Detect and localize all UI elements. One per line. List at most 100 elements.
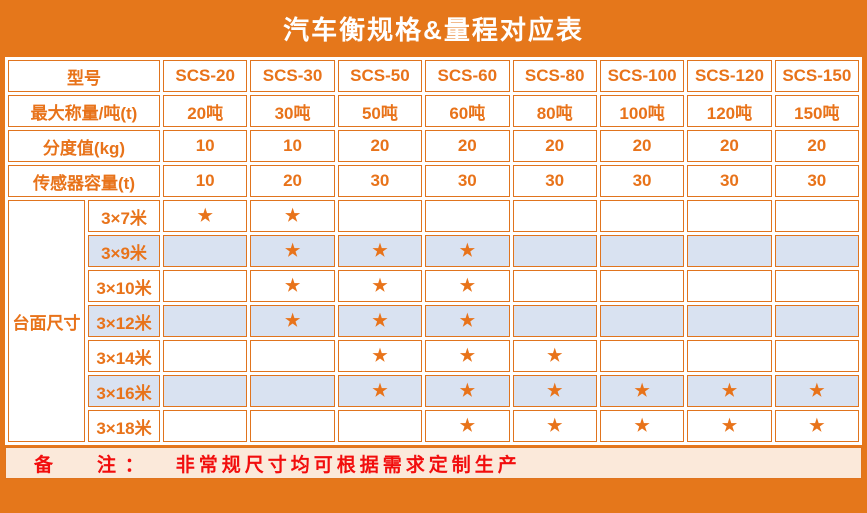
star-cell — [163, 305, 248, 337]
star-cell — [774, 200, 859, 232]
star-cell: ★ — [250, 235, 335, 267]
model-cell: SCS-50 — [337, 60, 423, 92]
star-cell: ★ — [337, 305, 423, 337]
spec-cell: 20 — [337, 130, 423, 162]
star-cell — [250, 410, 335, 442]
size-label: 3×16米 — [88, 375, 160, 407]
model-cell: SCS-30 — [250, 60, 335, 92]
spec-cell: 10 — [163, 130, 248, 162]
max-capacity-row: 最大称量/吨(t) 20吨 30吨 50吨 60吨 80吨 100吨 120吨 … — [8, 95, 859, 127]
star-cell: ★ — [425, 410, 510, 442]
star-cell: ★ — [337, 375, 423, 407]
star-cell — [250, 340, 335, 372]
star-cell: ★ — [687, 375, 772, 407]
star-cell: ★ — [599, 375, 685, 407]
spec-cell: 30 — [599, 165, 685, 197]
spec-cell: 100吨 — [599, 95, 685, 127]
size-row-3x18: 3×18米 ★ ★ ★ ★ ★ — [8, 410, 859, 442]
model-cell: SCS-20 — [163, 60, 248, 92]
star-cell — [687, 270, 772, 302]
star-cell: ★ — [337, 340, 423, 372]
star-cell — [774, 235, 859, 267]
size-row-3x7: 台面尺寸 3×7米 ★ ★ — [8, 200, 859, 442]
note-text: 非常规尺寸均可根据需求定制生产 — [175, 454, 521, 476]
spec-cell: 50吨 — [337, 95, 423, 127]
size-section-label: 台面尺寸 — [8, 200, 85, 442]
spec-table: 型号 SCS-20 SCS-30 SCS-50 SCS-60 SCS-80 SC… — [5, 57, 862, 445]
size-label: 3×14米 — [88, 340, 160, 372]
size-label: 3×7米 — [88, 200, 160, 232]
size-label: 3×10米 — [88, 270, 160, 302]
sensor-capacity-row: 传感器容量(t) 10 20 30 30 30 30 30 30 — [8, 165, 859, 197]
spec-cell: 20吨 — [163, 95, 248, 127]
star-cell: ★ — [512, 340, 597, 372]
star-cell — [599, 200, 685, 232]
spec-cell: 60吨 — [425, 95, 510, 127]
star-cell — [250, 375, 335, 407]
star-cell: ★ — [425, 375, 510, 407]
star-cell — [163, 340, 248, 372]
star-cell — [512, 270, 597, 302]
star-cell — [163, 235, 248, 267]
spec-cell: 30吨 — [250, 95, 335, 127]
spec-cell: 10 — [163, 165, 248, 197]
spec-cell: 20 — [599, 130, 685, 162]
star-cell — [163, 410, 248, 442]
star-cell — [599, 340, 685, 372]
star-cell: ★ — [774, 410, 859, 442]
page-title: 汽车衡规格&量程对应表 — [283, 15, 584, 45]
size-label: 3×12米 — [88, 305, 160, 337]
model-row: 型号 SCS-20 SCS-30 SCS-50 SCS-60 SCS-80 SC… — [8, 60, 859, 92]
model-cell: SCS-80 — [512, 60, 597, 92]
star-cell — [512, 235, 597, 267]
star-cell: ★ — [425, 235, 510, 267]
star-cell — [599, 270, 685, 302]
division-value-row: 分度值(kg) 10 10 20 20 20 20 20 20 — [8, 130, 859, 162]
star-cell — [687, 305, 772, 337]
spec-cell: 20 — [250, 165, 335, 197]
size-label: 3×18米 — [88, 410, 160, 442]
spec-cell: 120吨 — [687, 95, 772, 127]
spec-cell: 30 — [687, 165, 772, 197]
star-cell — [337, 410, 423, 442]
star-cell: ★ — [250, 305, 335, 337]
star-cell — [512, 200, 597, 232]
star-cell: ★ — [337, 270, 423, 302]
spec-cell: 30 — [337, 165, 423, 197]
spec-cell: 30 — [425, 165, 510, 197]
spec-cell: 30 — [774, 165, 859, 197]
spec-cell: 30 — [512, 165, 597, 197]
size-row-3x10: 3×10米 ★ ★ ★ — [8, 270, 859, 302]
star-cell — [687, 235, 772, 267]
size-row-3x9: 3×9米 ★ ★ ★ — [8, 235, 859, 267]
star-cell — [163, 270, 248, 302]
star-cell — [599, 305, 685, 337]
star-cell — [425, 200, 510, 232]
spec-cell: 20 — [512, 130, 597, 162]
star-cell — [687, 340, 772, 372]
note-row: 备 注 ： 非常规尺寸均可根据需求定制生产 — [5, 447, 862, 479]
star-cell — [774, 340, 859, 372]
star-cell — [599, 235, 685, 267]
model-cell: SCS-120 — [687, 60, 772, 92]
star-cell: ★ — [687, 410, 772, 442]
row-label: 最大称量/吨(t) — [8, 95, 160, 127]
spec-cell: 10 — [250, 130, 335, 162]
star-cell: ★ — [425, 340, 510, 372]
row-label: 传感器容量(t) — [8, 165, 160, 197]
star-cell: ★ — [599, 410, 685, 442]
spec-cell: 20 — [774, 130, 859, 162]
star-cell: ★ — [250, 270, 335, 302]
size-label: 3×9米 — [88, 235, 160, 267]
size-row-3x12: 3×12米 ★ ★ ★ — [8, 305, 859, 337]
star-cell: ★ — [250, 200, 335, 232]
star-cell — [512, 305, 597, 337]
note-label: 备 注 ： — [34, 454, 146, 476]
model-cell: SCS-150 — [774, 60, 859, 92]
star-cell: ★ — [163, 200, 248, 232]
model-cell: SCS-60 — [425, 60, 510, 92]
star-cell: ★ — [512, 410, 597, 442]
star-cell: ★ — [512, 375, 597, 407]
star-cell — [687, 200, 772, 232]
